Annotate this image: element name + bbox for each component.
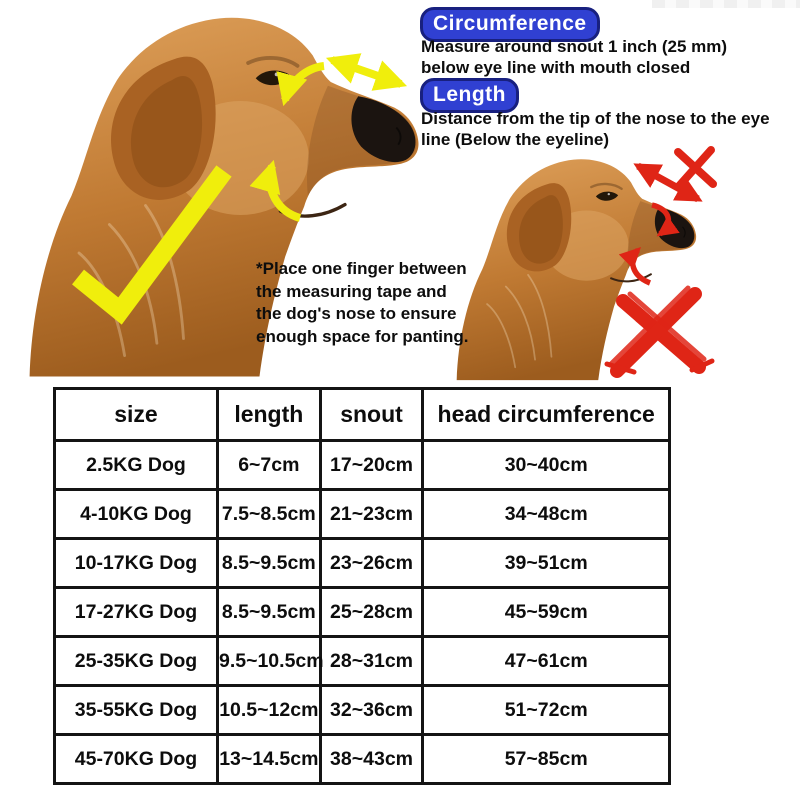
cell-size: 17-27KG Dog [53,586,219,638]
size-chart-section: size length snout head circumference 2.5… [53,387,671,785]
checkmark-icon [72,165,232,325]
size-table-header: size length snout head circumference [53,387,671,442]
table-row: 25-35KG Dog 9.5~10.5cm 28~31cm 47~61cm [53,635,671,687]
cell-head-circumference: 57~85cm [421,733,671,785]
watermark-fragment [652,0,800,8]
cell-length: 13~14.5cm [215,733,322,785]
dog-photo-wrong [455,158,698,382]
cell-snout: 38~43cm [318,733,425,785]
cell-snout: 25~28cm [318,586,425,638]
cell-length: 10.5~12cm [215,684,322,736]
cell-snout: 32~36cm [318,684,425,736]
cell-head-circumference: 34~48cm [421,488,671,540]
length-arrow-icon [325,53,408,91]
cell-length: 8.5~9.5cm [215,537,322,589]
length-description-emphasis: (Below the eyeline) [455,129,609,149]
table-row: 45-70KG Dog 13~14.5cm 38~43cm 57~85cm [53,733,671,785]
size-table-body: 2.5KG Dog 6~7cm 17~20cm 30~40cm 4-10KG D… [53,439,671,785]
column-header-snout: snout [318,387,425,442]
table-row: 2.5KG Dog 6~7cm 17~20cm 30~40cm [53,439,671,491]
table-row: 4-10KG Dog 7.5~8.5cm 21~23cm 34~48cm [53,488,671,540]
wrong-length-arrow-icon [633,162,703,203]
size-table: size length snout head circumference 2.5… [53,387,671,785]
cell-head-circumference: 45~59cm [421,586,671,638]
table-row: 35-55KG Dog 10.5~12cm 32~36cm 51~72cm [53,684,671,736]
cell-head-circumference: 30~40cm [421,439,671,491]
circumference-description: Measure around snout 1 inch (25 mm) belo… [421,37,728,77]
cell-snout: 28~31cm [318,635,425,687]
circumference-loop-icon [249,62,325,222]
cell-head-circumference: 51~72cm [421,684,671,736]
x-mark-small-icon [674,146,717,190]
cell-size: 25-35KG Dog [53,635,219,687]
table-row: 17-27KG Dog 8.5~9.5cm 25~28cm 45~59cm [53,586,671,638]
table-row: 10-17KG Dog 8.5~9.5cm 23~26cm 39~51cm [53,537,671,589]
length-label: Length [420,78,519,113]
cell-length: 6~7cm [215,439,322,491]
cell-size: 45-70KG Dog [53,733,219,785]
cell-size: 10-17KG Dog [53,537,219,589]
circumference-label: Circumference [420,7,600,42]
cell-head-circumference: 39~51cm [421,537,671,589]
cell-snout: 21~23cm [318,488,425,540]
length-description: Distance from the tip of the nose to the… [421,109,783,150]
cell-head-circumference: 47~61cm [421,635,671,687]
cell-size: 4-10KG Dog [53,488,219,540]
header-row: size length snout head circumference [53,387,671,442]
cell-length: 7.5~8.5cm [215,488,322,540]
cell-size: 35-55KG Dog [53,684,219,736]
column-header-length: length [215,387,322,442]
cell-snout: 23~26cm [318,537,425,589]
wrong-circumference-loop-icon [618,202,680,286]
panting-note: *Place one finger between the measuring … [256,259,469,346]
cell-length: 8.5~9.5cm [215,586,322,638]
cell-snout: 17~20cm [318,439,425,491]
column-header-head-circumference: head circumference [421,387,671,442]
cell-length: 9.5~10.5cm [215,635,324,687]
cell-size: 2.5KG Dog [53,439,219,491]
x-mark-large-icon [604,285,715,378]
column-header-size: size [53,387,219,442]
length-description-text: Distance from the tip of the nose to the… [421,109,770,149]
